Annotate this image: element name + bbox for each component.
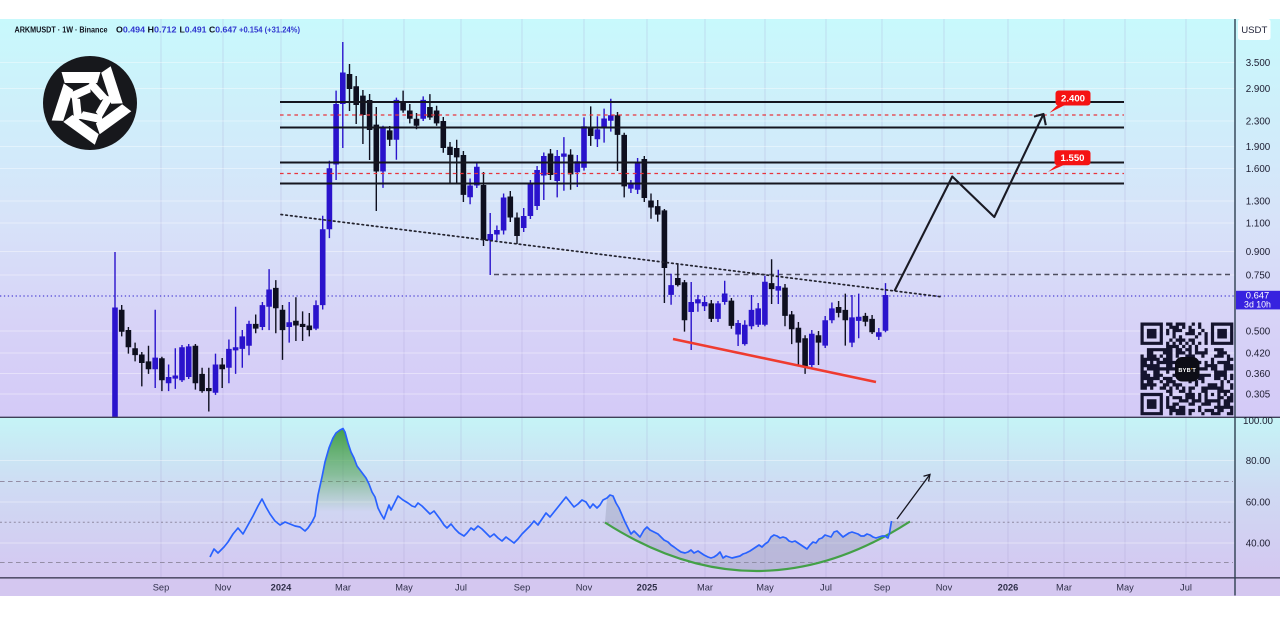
svg-text:Mar: Mar [697, 583, 713, 593]
svg-text:0.420: 0.420 [1246, 348, 1271, 359]
svg-text:0.900: 0.900 [1246, 247, 1271, 258]
svg-text:BYB'T: BYB'T [1178, 368, 1196, 374]
svg-text:Sep: Sep [874, 583, 891, 593]
svg-text:60.00: 60.00 [1246, 497, 1271, 508]
svg-text:2.300: 2.300 [1246, 116, 1271, 127]
svg-text:+0.154 (+31.24%): +0.154 (+31.24%) [239, 25, 300, 35]
svg-text:Nov: Nov [576, 583, 593, 593]
svg-text:May: May [1116, 583, 1134, 593]
svg-text:1.900: 1.900 [1246, 142, 1271, 153]
svg-text:H0.712: H0.712 [148, 25, 177, 35]
svg-text:2024: 2024 [271, 583, 293, 593]
svg-text:Sep: Sep [153, 583, 170, 593]
svg-text:Sep: Sep [514, 583, 531, 593]
svg-text:2026: 2026 [998, 583, 1019, 593]
svg-text:1.300: 1.300 [1246, 196, 1271, 207]
svg-text:1.600: 1.600 [1246, 164, 1271, 175]
svg-text:3.500: 3.500 [1246, 58, 1271, 69]
svg-text:Jul: Jul [1180, 583, 1192, 593]
svg-text:Jul: Jul [455, 583, 467, 593]
svg-text:May: May [756, 583, 774, 593]
svg-text:C0.647: C0.647 [209, 25, 237, 35]
svg-text:2025: 2025 [637, 583, 658, 593]
svg-text:Nov: Nov [936, 583, 953, 593]
svg-text:100.00: 100.00 [1243, 416, 1274, 427]
svg-text:1.550: 1.550 [1060, 153, 1084, 164]
svg-text:Jul: Jul [820, 583, 832, 593]
svg-text:40.00: 40.00 [1246, 538, 1271, 549]
svg-text:2.900: 2.900 [1246, 84, 1271, 95]
svg-text:80.00: 80.00 [1246, 456, 1271, 467]
svg-text:O0.494: O0.494 [116, 25, 145, 35]
svg-text:2.400: 2.400 [1061, 93, 1085, 104]
svg-text:Mar: Mar [335, 583, 351, 593]
svg-text:ARKMUSDT · 1W · Binance: ARKMUSDT · 1W · Binance [15, 25, 108, 35]
svg-text:May: May [395, 583, 413, 593]
svg-text:0.360: 0.360 [1246, 369, 1271, 380]
svg-text:Mar: Mar [1056, 583, 1072, 593]
svg-text:0.305: 0.305 [1246, 389, 1271, 400]
svg-text:1.100: 1.100 [1246, 218, 1271, 229]
svg-text:Nov: Nov [215, 583, 232, 593]
svg-text:0.500: 0.500 [1246, 326, 1271, 337]
svg-text:L0.491: L0.491 [180, 25, 207, 35]
svg-text:3d 10h: 3d 10h [1244, 299, 1271, 309]
svg-text:0.750: 0.750 [1246, 270, 1271, 281]
svg-text:0.647: 0.647 [1246, 290, 1269, 301]
svg-text:USDT: USDT [1241, 25, 1267, 36]
